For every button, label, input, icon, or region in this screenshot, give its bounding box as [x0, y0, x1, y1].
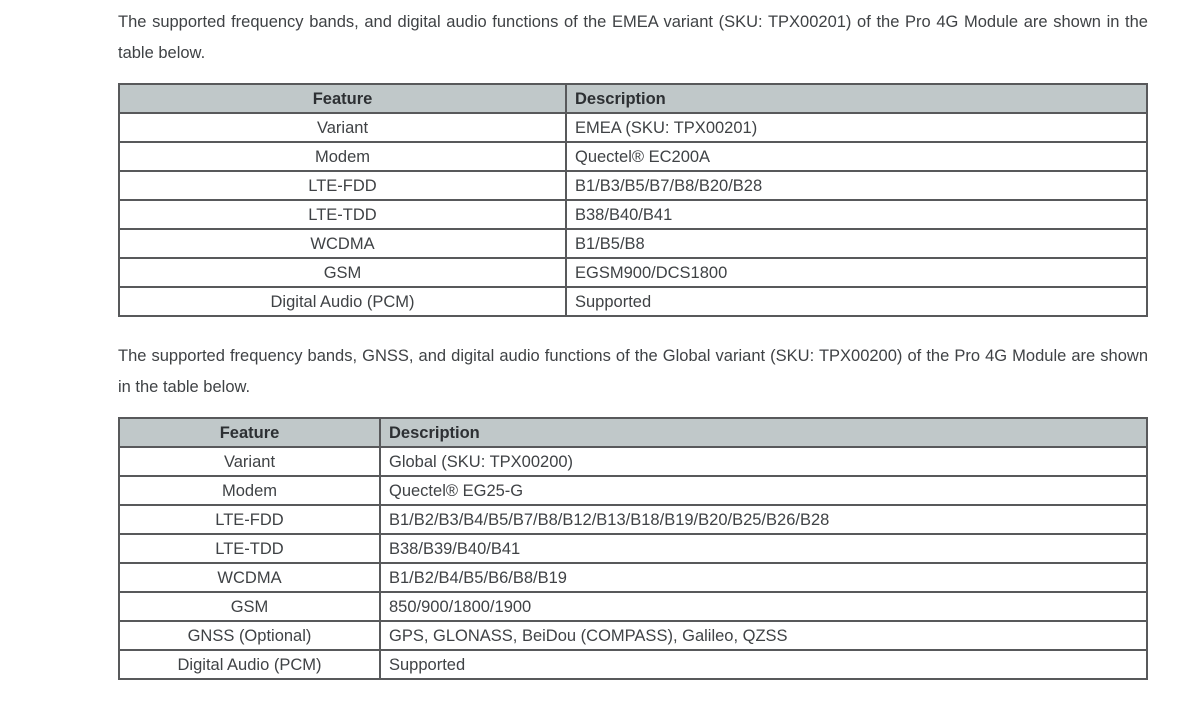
feature-cell: WCDMA	[118, 562, 381, 593]
intro-paragraph-emea: The supported frequency bands, and digit…	[118, 13, 1148, 62]
table-row: GSM EGSM900/DCS1800	[118, 257, 1148, 288]
feature-cell: Variant	[118, 112, 567, 143]
feature-cell: Digital Audio (PCM)	[118, 649, 381, 680]
table-row: Modem Quectel® EG25-G	[118, 475, 1148, 506]
description-cell: Global (SKU: TPX00200)	[379, 446, 1148, 477]
table-row: LTE-TDD B38/B40/B41	[118, 199, 1148, 230]
description-cell: Supported	[565, 286, 1148, 317]
document-page: The supported frequency bands, and digit…	[118, 13, 1148, 680]
feature-cell: GSM	[118, 591, 381, 622]
table-row: Variant Global (SKU: TPX00200)	[118, 446, 1148, 477]
description-cell: Supported	[379, 649, 1148, 680]
description-cell: EMEA (SKU: TPX00201)	[565, 112, 1148, 143]
table-row: GSM 850/900/1800/1900	[118, 591, 1148, 622]
table-row: Digital Audio (PCM) Supported	[118, 649, 1148, 680]
description-cell: B1/B5/B8	[565, 228, 1148, 259]
feature-cell: Digital Audio (PCM)	[118, 286, 567, 317]
feature-column-header: Feature	[118, 417, 381, 448]
table-header-row: Feature Description	[118, 83, 1148, 114]
feature-cell: WCDMA	[118, 228, 567, 259]
feature-cell: GNSS (Optional)	[118, 620, 381, 651]
description-cell: Quectel® EC200A	[565, 141, 1148, 172]
table-header-row: Feature Description	[118, 417, 1148, 448]
global-variant-table: Feature Description Variant Global (SKU:…	[118, 417, 1148, 680]
emea-variant-table: Feature Description Variant EMEA (SKU: T…	[118, 83, 1148, 317]
feature-column-header: Feature	[118, 83, 567, 114]
table-row: WCDMA B1/B2/B4/B5/B6/B8/B19	[118, 562, 1148, 593]
description-cell: Quectel® EG25-G	[379, 475, 1148, 506]
table-row: LTE-FDD B1/B3/B5/B7/B8/B20/B28	[118, 170, 1148, 201]
description-cell: 850/900/1800/1900	[379, 591, 1148, 622]
description-cell: GPS, GLONASS, BeiDou (COMPASS), Galileo,…	[379, 620, 1148, 651]
description-cell: B38/B40/B41	[565, 199, 1148, 230]
feature-cell: Variant	[118, 446, 381, 477]
description-cell: B1/B2/B4/B5/B6/B8/B19	[379, 562, 1148, 593]
table-row: LTE-FDD B1/B2/B3/B4/B5/B7/B8/B12/B13/B18…	[118, 504, 1148, 535]
table-row: Modem Quectel® EC200A	[118, 141, 1148, 172]
intro-paragraph-global: The supported frequency bands, GNSS, and…	[118, 347, 1148, 396]
table-row: GNSS (Optional) GPS, GLONASS, BeiDou (CO…	[118, 620, 1148, 651]
description-cell: B1/B2/B3/B4/B5/B7/B8/B12/B13/B18/B19/B20…	[379, 504, 1148, 535]
feature-cell: LTE-FDD	[118, 504, 381, 535]
feature-cell: GSM	[118, 257, 567, 288]
table-row: LTE-TDD B38/B39/B40/B41	[118, 533, 1148, 564]
feature-cell: Modem	[118, 475, 381, 506]
table-row: Digital Audio (PCM) Supported	[118, 286, 1148, 317]
table-row: Variant EMEA (SKU: TPX00201)	[118, 112, 1148, 143]
feature-cell: LTE-TDD	[118, 533, 381, 564]
description-column-header: Description	[379, 417, 1148, 448]
feature-cell: LTE-TDD	[118, 199, 567, 230]
table-row: WCDMA B1/B5/B8	[118, 228, 1148, 259]
description-cell: B38/B39/B40/B41	[379, 533, 1148, 564]
feature-cell: LTE-FDD	[118, 170, 567, 201]
description-cell: B1/B3/B5/B7/B8/B20/B28	[565, 170, 1148, 201]
description-cell: EGSM900/DCS1800	[565, 257, 1148, 288]
feature-cell: Modem	[118, 141, 567, 172]
description-column-header: Description	[565, 83, 1148, 114]
